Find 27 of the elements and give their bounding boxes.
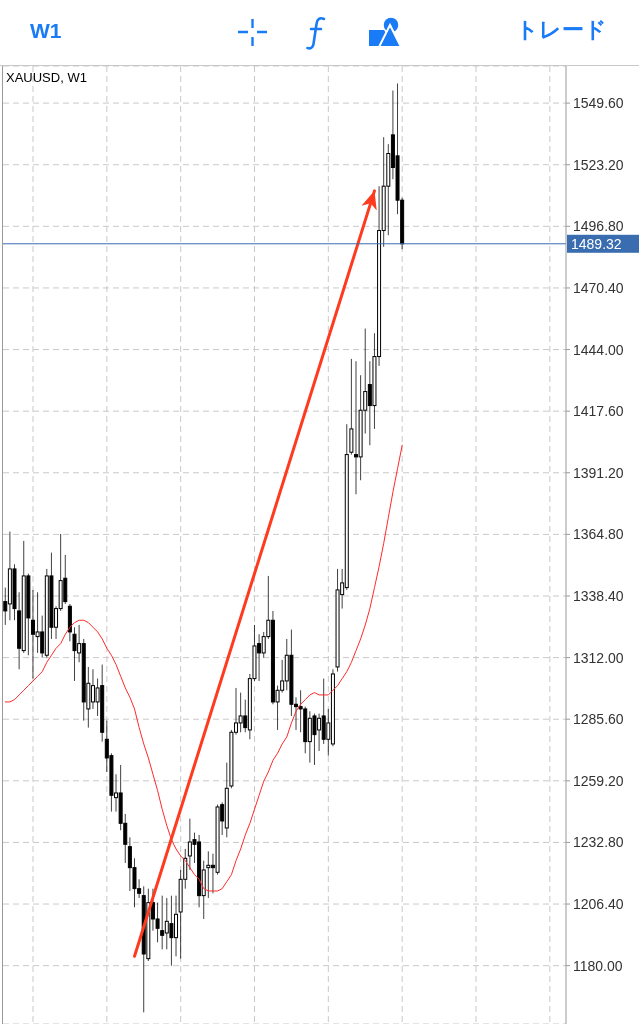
- candlestick: [321, 678, 326, 745]
- line-series: [4, 444, 403, 892]
- candlestick: [160, 895, 165, 950]
- y-tick-label: 1549.60: [573, 95, 624, 112]
- y-tick-label: 1470.40: [573, 279, 624, 296]
- y-tick-label: 1496.80: [573, 218, 624, 235]
- chart-title: XAUUSD, W1: [6, 70, 87, 85]
- text: トレード: [516, 16, 607, 44]
- candlestick: [63, 554, 68, 605]
- candlestick: [169, 895, 174, 967]
- y-tick-label: 1444.00: [573, 341, 624, 358]
- ref-line-label: 1489.32: [571, 235, 622, 252]
- y-tick-label: 1180.00: [573, 957, 623, 974]
- y-tick-label: 1312.00: [573, 649, 624, 666]
- candlestick: [312, 713, 317, 766]
- y-tick-label: 1259.20: [573, 772, 624, 789]
- y-tick-label: 1391.20: [573, 464, 624, 481]
- y-tick-label: 1285.60: [573, 711, 624, 728]
- y-tick-label: 1417.60: [573, 403, 624, 420]
- candlestick: [206, 850, 211, 899]
- candlestick: [238, 692, 243, 733]
- y-tick-label: 1338.40: [573, 587, 624, 604]
- text: W1: [30, 18, 62, 44]
- y-tick-label: 1206.40: [573, 896, 624, 913]
- y-tick-label: 1232.80: [573, 834, 624, 851]
- y-tick-label: 1523.20: [573, 156, 624, 173]
- y-tick-label: 1364.80: [573, 526, 624, 543]
